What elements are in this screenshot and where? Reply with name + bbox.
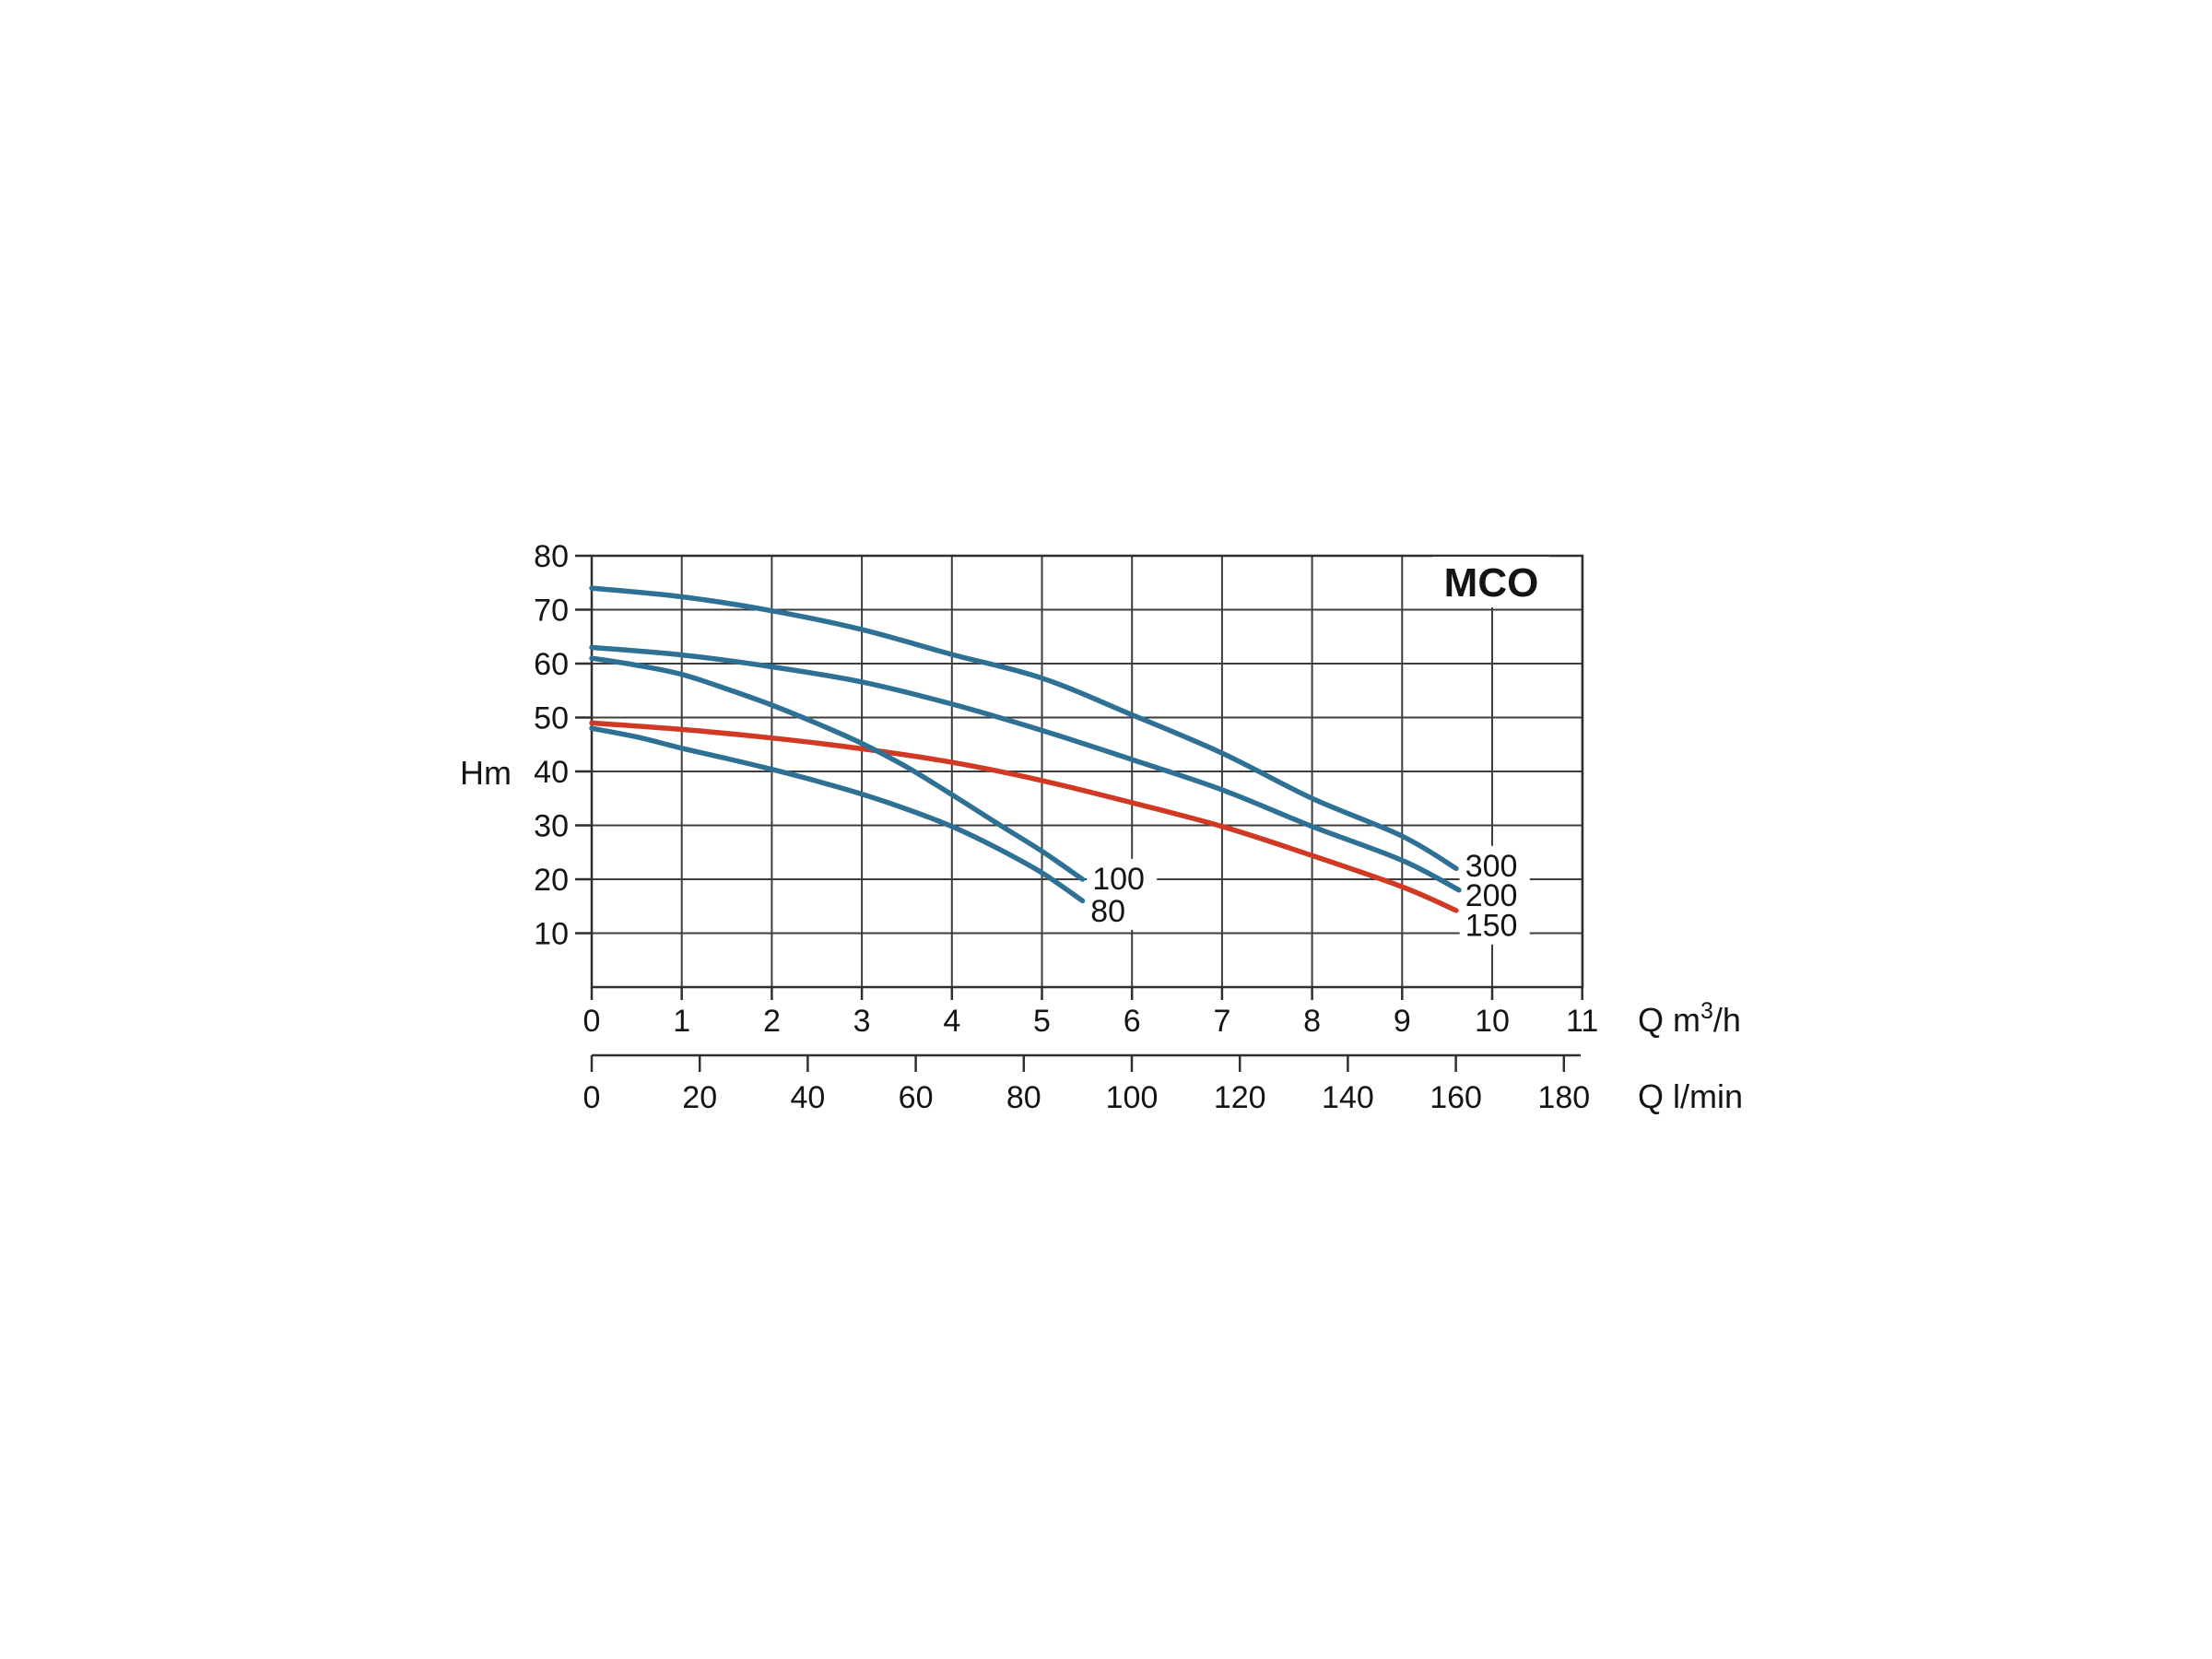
- pump-curve-150: [589, 720, 1459, 913]
- x-tick-label-lmin: 160: [1430, 1080, 1482, 1115]
- y-tick-label: 10: [534, 917, 569, 952]
- x-tick-label-lmin: 20: [682, 1080, 717, 1115]
- x-tick-label-lmin: 80: [1006, 1080, 1041, 1115]
- y-tick-label: 70: [534, 594, 569, 629]
- x-tick-label-m3h: 11: [1566, 1004, 1598, 1039]
- x-tick-label-m3h: 6: [1124, 1004, 1141, 1039]
- label-mask-layer: [1085, 557, 1549, 945]
- curve-label-100: 100: [1092, 862, 1145, 897]
- y-tick-label: 30: [534, 809, 569, 844]
- x-tick-label-m3h: 9: [1394, 1004, 1411, 1039]
- y-tick-label: 80: [534, 539, 569, 574]
- y-tick-label: 60: [534, 647, 569, 682]
- x-tick-label-m3h: 5: [1033, 1004, 1051, 1039]
- curve-label-200: 200: [1465, 878, 1518, 913]
- curve-label-mask: [1085, 890, 1137, 930]
- x-tick-label-m3h: 4: [943, 1004, 960, 1039]
- x-tick-label-lmin: 40: [790, 1080, 825, 1115]
- x-tick-label-m3h: 1: [673, 1004, 690, 1039]
- x-tick-label-lmin: 120: [1214, 1080, 1266, 1115]
- x-tick-label-m3h: 10: [1475, 1004, 1510, 1039]
- y-tick-label: 40: [534, 755, 569, 790]
- curve-label-150: 150: [1465, 909, 1518, 944]
- y-tick-label: 50: [534, 701, 569, 736]
- curve-layer: [589, 585, 1462, 913]
- y-axis-unit-label: Hm: [460, 754, 512, 792]
- x-tick-label-m3h: 2: [763, 1004, 781, 1039]
- curve-label-mask: [1087, 858, 1158, 898]
- curve-label-mask: [1459, 905, 1530, 945]
- x-tick-label-lmin: 180: [1537, 1080, 1590, 1115]
- pump-curve-200: [589, 644, 1462, 893]
- y-tick-label: 20: [534, 863, 569, 898]
- text-layer: MCO Hm Q m3/h Q l/min 300 200 150 100 80…: [460, 539, 1743, 1115]
- chart-title: MCO: [1444, 560, 1539, 606]
- x-tick-label-lmin: 140: [1322, 1080, 1374, 1115]
- pump-curve-100: [589, 655, 1086, 882]
- x-tick-label-lmin: 0: [583, 1080, 601, 1115]
- x-tick-label-m3h: 3: [853, 1004, 871, 1039]
- pump-curve-80: [589, 725, 1086, 904]
- title-mask: [1433, 557, 1549, 607]
- x-axis-unit-primary: Q m3/h: [1638, 998, 1741, 1039]
- x-axis-unit-secondary: Q l/min: [1638, 1077, 1743, 1115]
- x-tick-label-m3h: 8: [1303, 1004, 1321, 1039]
- axis-layer: [575, 554, 1583, 1072]
- pump-curve-300: [589, 585, 1459, 872]
- curve-label-300: 300: [1465, 849, 1518, 884]
- x-tick-label-lmin: 100: [1106, 1080, 1159, 1115]
- curve-label-80: 80: [1090, 894, 1125, 929]
- x-tick-label-m3h: 0: [583, 1004, 601, 1039]
- x-tick-label-m3h: 7: [1213, 1004, 1230, 1039]
- x-tick-label-lmin: 60: [899, 1080, 934, 1115]
